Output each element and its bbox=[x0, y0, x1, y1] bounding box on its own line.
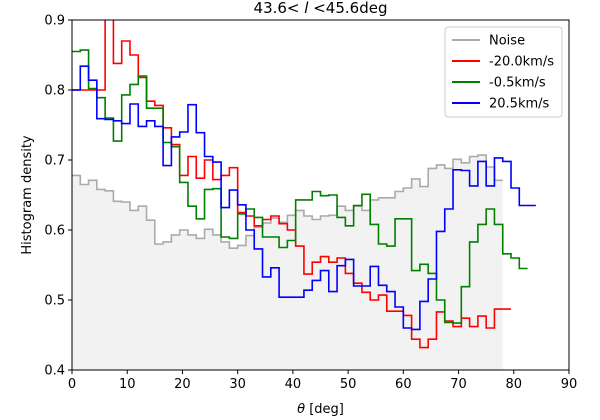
y-tick-label: 0.4 bbox=[44, 364, 65, 379]
x-tick-label: 50 bbox=[340, 377, 357, 392]
x-axis-label: θ [deg] bbox=[297, 402, 344, 417]
x-tick-label: 90 bbox=[561, 377, 578, 392]
legend-label-0-5km-s: -0.5km/s bbox=[489, 76, 546, 91]
x-tick-label: 70 bbox=[450, 377, 467, 392]
legend-box bbox=[444, 26, 563, 118]
axes-frame bbox=[71, 19, 570, 371]
chart-title: 43.6< l <45.6deg bbox=[254, 0, 388, 17]
series-line-20-5km-s bbox=[72, 65, 536, 331]
y-tick-label: 0.8 bbox=[44, 84, 65, 99]
x-tick-label: 0 bbox=[68, 377, 76, 392]
series-0-5km-s bbox=[72, 49, 528, 324]
y-axis-label: Histogram density bbox=[20, 135, 35, 255]
x-tick-label: 40 bbox=[285, 377, 302, 392]
x-tick-label: 60 bbox=[395, 377, 412, 392]
legend-label-20-0km-s: -20.0km/s bbox=[489, 55, 554, 70]
legend-label-20-5km-s: 20.5km/s bbox=[489, 97, 550, 112]
y-tick-label: 0.5 bbox=[44, 294, 65, 309]
series-20-5km-s bbox=[72, 65, 536, 331]
y-tick-label: 0.6 bbox=[44, 224, 65, 239]
series-fill-noise bbox=[72, 155, 503, 370]
x-tick-label: 10 bbox=[119, 377, 136, 392]
legend-label-noise: Noise bbox=[489, 34, 525, 49]
tick-layer: 0 10 20 30 40 50 60 70 80 90 0.4 0.5 0.6 0.7 0.8 0.9 bbox=[44, 14, 577, 393]
series-line-noise bbox=[72, 154, 503, 249]
y-tick-label: 0.7 bbox=[44, 154, 65, 169]
series-line-0-5km-s bbox=[72, 49, 528, 324]
legend: Noise -20.0km/s -0.5km/s 20.5km/s bbox=[444, 26, 563, 118]
x-tick-label: 80 bbox=[506, 377, 523, 392]
series-noise bbox=[72, 154, 503, 370]
y-tick-label: 0.9 bbox=[44, 14, 65, 29]
x-tick-label: 20 bbox=[174, 377, 191, 392]
x-tick-label: 30 bbox=[229, 377, 246, 392]
series-layer bbox=[72, 20, 536, 370]
